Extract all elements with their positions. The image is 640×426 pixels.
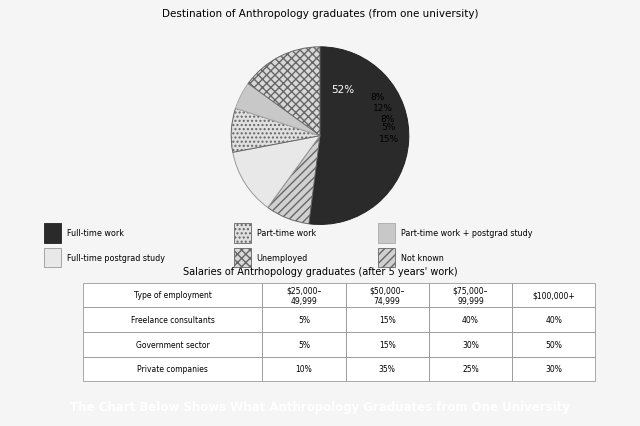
Text: Freelance consultants: Freelance consultants: [131, 315, 215, 324]
Text: 10%: 10%: [296, 365, 312, 374]
Bar: [83, 308, 262, 332]
Text: Not known: Not known: [401, 253, 444, 262]
Bar: [429, 332, 512, 357]
Bar: [378, 248, 395, 268]
Bar: [83, 283, 262, 308]
Bar: [512, 332, 595, 357]
Wedge shape: [233, 136, 320, 208]
Bar: [234, 224, 251, 243]
Text: 5%: 5%: [298, 340, 310, 349]
Bar: [234, 248, 251, 268]
Bar: [429, 283, 512, 308]
Bar: [346, 332, 429, 357]
Text: 30%: 30%: [462, 340, 479, 349]
Bar: [44, 248, 61, 268]
Title: Destination of Anthropology graduates (from one university): Destination of Anthropology graduates (f…: [162, 9, 478, 19]
Bar: [83, 357, 262, 381]
Bar: [512, 308, 595, 332]
Bar: [346, 283, 429, 308]
Text: $75,000–
99,999: $75,000– 99,999: [452, 285, 488, 305]
Text: Private companies: Private companies: [138, 365, 208, 374]
Text: Type of employment: Type of employment: [134, 291, 212, 299]
Text: 15%: 15%: [379, 340, 396, 349]
Text: Full-time work: Full-time work: [67, 229, 124, 238]
Text: 35%: 35%: [379, 365, 396, 374]
Text: Full-time postgrad study: Full-time postgrad study: [67, 253, 164, 262]
Text: 50%: 50%: [545, 340, 562, 349]
Bar: [512, 357, 595, 381]
Bar: [262, 332, 346, 357]
Bar: [346, 308, 429, 332]
Bar: [44, 224, 61, 243]
Text: Government sector: Government sector: [136, 340, 210, 349]
Bar: [262, 283, 346, 308]
Text: 8%: 8%: [380, 115, 394, 124]
Text: 30%: 30%: [545, 365, 562, 374]
Bar: [262, 308, 346, 332]
Wedge shape: [248, 48, 320, 136]
Wedge shape: [236, 84, 320, 136]
Bar: [346, 357, 429, 381]
Bar: [512, 283, 595, 308]
Text: 25%: 25%: [462, 365, 479, 374]
Text: Part-time work + postgrad study: Part-time work + postgrad study: [401, 229, 532, 238]
Text: 5%: 5%: [298, 315, 310, 324]
Bar: [378, 224, 395, 243]
Wedge shape: [268, 136, 320, 224]
Text: 12%: 12%: [373, 104, 394, 113]
Text: 40%: 40%: [545, 315, 562, 324]
Text: Part-time work: Part-time work: [257, 229, 316, 238]
Text: 5%: 5%: [381, 123, 396, 132]
Text: The Chart Below Shows What Anthropology Graduates from One University: The Chart Below Shows What Anthropology …: [70, 400, 570, 413]
Text: 52%: 52%: [331, 85, 354, 95]
Text: Salaries of Antrhopology graduates (after 5 years' work): Salaries of Antrhopology graduates (afte…: [182, 266, 458, 276]
Text: $50,000–
74,999: $50,000– 74,999: [369, 285, 405, 305]
Text: 40%: 40%: [462, 315, 479, 324]
Bar: [262, 357, 346, 381]
Bar: [429, 357, 512, 381]
Text: 15%: 15%: [379, 315, 396, 324]
Text: Unemployed: Unemployed: [257, 253, 308, 262]
Text: $100,000+: $100,000+: [532, 291, 575, 299]
Wedge shape: [231, 109, 320, 153]
Wedge shape: [309, 48, 409, 225]
Text: 15%: 15%: [379, 135, 399, 144]
Text: $25,000–
49,999: $25,000– 49,999: [286, 285, 322, 305]
Bar: [83, 332, 262, 357]
Bar: [429, 308, 512, 332]
Text: 8%: 8%: [371, 93, 385, 102]
